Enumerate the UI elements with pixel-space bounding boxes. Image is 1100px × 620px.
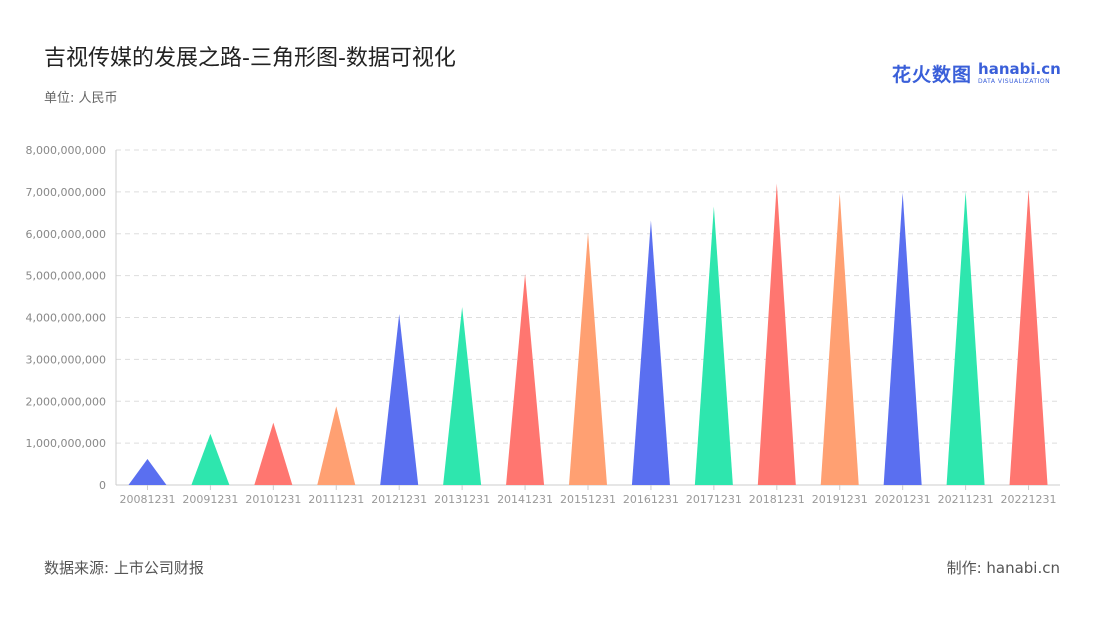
triangle-bar (757, 183, 796, 485)
y-tick-label: 3,000,000,000 (26, 353, 106, 366)
x-tick-label: 20141231 (497, 493, 553, 506)
x-tick-label: 20081231 (119, 493, 175, 506)
logo-cn-text: 花火数图 (892, 64, 973, 86)
x-tick-label: 20211231 (938, 493, 994, 506)
triangle-bar (128, 459, 167, 485)
y-tick-label: 2,000,000,000 (26, 395, 106, 408)
brand-logo: 花火数图 hanabi.cn DATA VISUALIZATION (892, 60, 1061, 87)
triangle-bar (506, 273, 545, 485)
x-tick-label: 20121231 (371, 493, 427, 506)
y-tick-label: 7,000,000,000 (26, 186, 106, 199)
logo-en-text: hanabi.cn (978, 60, 1061, 78)
x-tick-label: 20151231 (560, 493, 616, 506)
x-tick-label: 20161231 (623, 493, 679, 506)
y-tick-label: 5,000,000,000 (26, 270, 106, 283)
x-tick-label: 20111231 (308, 493, 364, 506)
y-tick-label: 4,000,000,000 (26, 312, 106, 325)
x-tick-label: 20191231 (812, 493, 868, 506)
triangle-bar (1009, 189, 1048, 485)
x-tick-label: 20101231 (245, 493, 301, 506)
triangle-bar (191, 433, 230, 485)
y-tick-label: 6,000,000,000 (26, 228, 106, 241)
triangle-bar (820, 193, 859, 485)
triangle-bar (631, 220, 670, 485)
maker-credit: 制作: hanabi.cn (946, 559, 1060, 577)
triangle-bar (946, 191, 985, 486)
x-tick-label: 20091231 (182, 493, 238, 506)
x-tick-label: 20131231 (434, 493, 490, 506)
y-tick-label: 1,000,000,000 (26, 437, 106, 450)
logo-sub-text: DATA VISUALIZATION (978, 78, 1051, 85)
x-tick-label: 20201231 (875, 493, 931, 506)
triangle-bar (254, 422, 293, 485)
x-tick-label: 20171231 (686, 493, 742, 506)
x-tick-label: 20221231 (1001, 493, 1057, 506)
triangle-bar (569, 232, 607, 485)
chart-title: 吉视传媒的发展之路-三角形图-数据可视化 (44, 46, 456, 71)
triangle-bar (443, 307, 482, 485)
triangle-bar (883, 192, 922, 485)
unit-label: 单位: 人民币 (44, 91, 118, 106)
y-tick-label: 8,000,000,000 (26, 144, 106, 157)
triangle-bar (317, 406, 356, 485)
data-source: 数据来源: 上市公司财报 (44, 559, 204, 577)
triangle-bar (694, 206, 733, 485)
triangle-bar (380, 314, 419, 485)
logo-en-block: hanabi.cn DATA VISUALIZATION (978, 62, 1061, 85)
x-tick-label: 20181231 (749, 493, 805, 506)
y-tick-label: 0 (99, 479, 106, 492)
